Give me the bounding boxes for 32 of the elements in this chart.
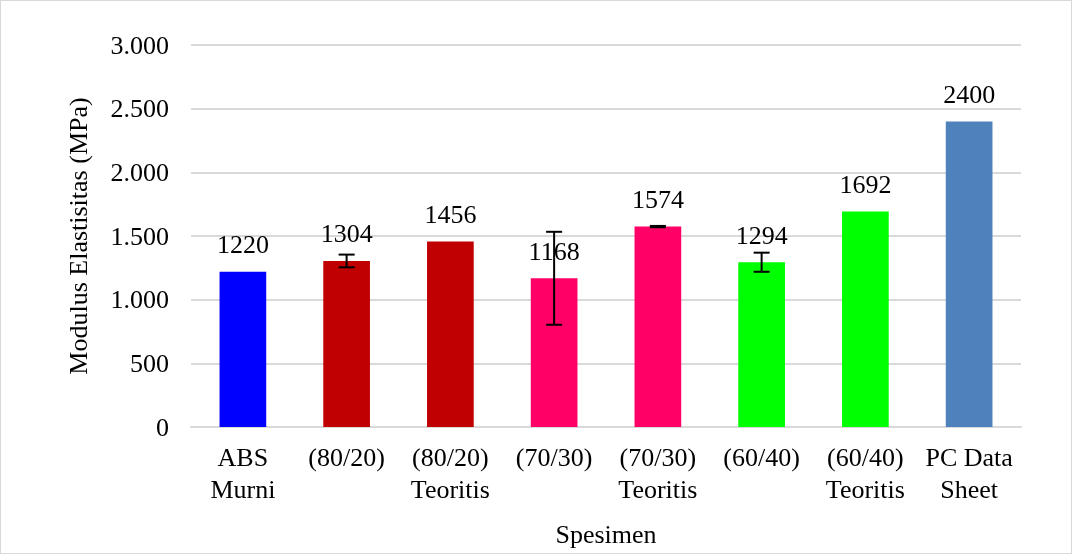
bar — [323, 260, 370, 427]
data-label: 1294 — [735, 220, 788, 250]
x-tick-label: (60/40) — [723, 442, 800, 472]
bar — [530, 278, 578, 427]
bar — [945, 121, 993, 427]
x-tick-label: (80/20) — [308, 442, 385, 472]
data-label: 1456 — [424, 200, 477, 230]
bar — [634, 226, 682, 427]
x-tick-label: (70/30) Teoritis — [618, 442, 698, 504]
y-tick-label: 2.000 — [110, 157, 169, 187]
y-tick-label: 500 — [130, 348, 169, 378]
y-tick-label: 1.000 — [110, 285, 169, 315]
data-label: 1220 — [216, 230, 269, 260]
y-axis-title: Modulus Elastisitas (MPa) — [63, 97, 93, 375]
x-tick-label: ABS Murni — [210, 442, 276, 504]
data-label: 1304 — [320, 219, 373, 249]
y-tick-label: 0 — [156, 412, 169, 442]
y-tick-label: 3.000 — [110, 30, 169, 60]
x-tick-label: (80/20) Teoritis — [410, 442, 490, 504]
x-axis-title: Spesimen — [555, 519, 657, 549]
data-label: 1574 — [631, 185, 684, 215]
y-tick-label: 1.500 — [110, 221, 169, 251]
x-tick-label: (70/30) — [515, 442, 593, 472]
x-tick-label: PC Data Sheet — [925, 442, 1014, 504]
bar — [219, 271, 267, 427]
bar — [427, 241, 474, 427]
x-tick-label: (60/40) Teoritis — [825, 442, 905, 504]
bar — [738, 262, 785, 427]
data-label: 2400 — [943, 79, 996, 109]
y-tick-label: 2.500 — [110, 94, 169, 124]
bar — [842, 211, 889, 427]
data-label: 1692 — [839, 170, 892, 200]
